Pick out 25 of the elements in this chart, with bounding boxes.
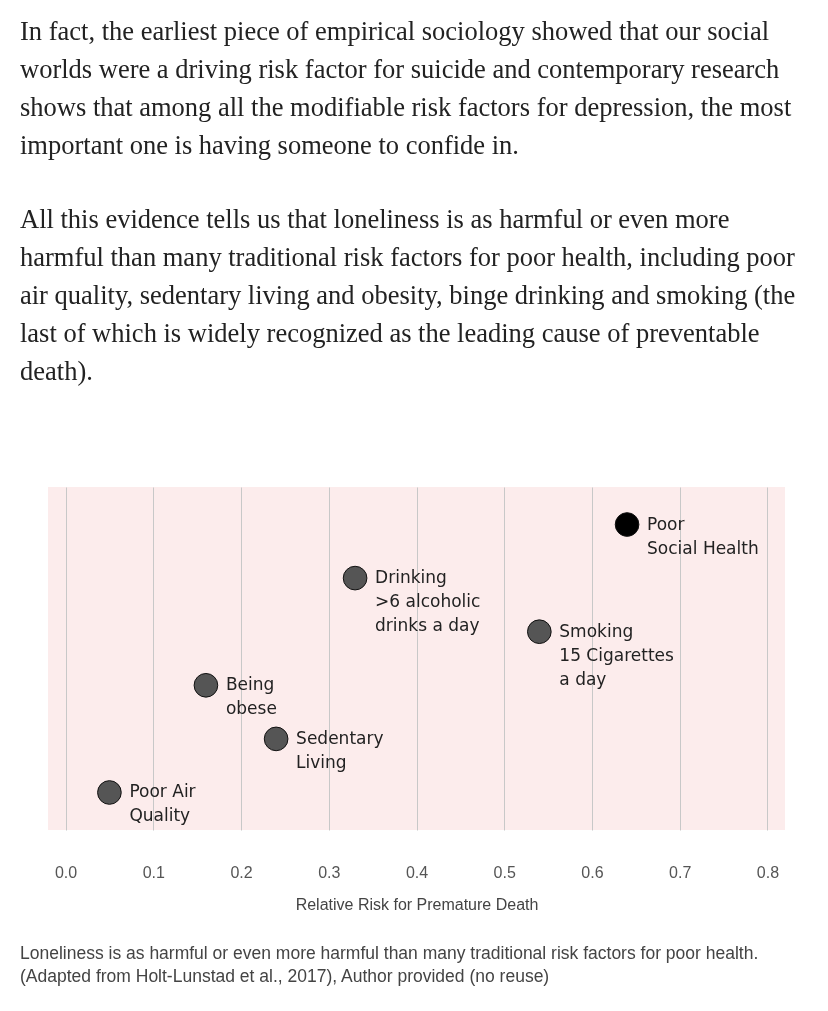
x-tick-label: 0.8 [756,863,780,881]
x-tick-label: 0.7 [669,863,692,881]
point [97,780,122,805]
y-tick-label: Sedentary Living [296,727,384,772]
x-axis-title: Relative Risk for Premature Death [295,895,539,913]
y-tick-label: Smoking 15 Cigarettes a day [559,620,675,689]
x-tick-label: 0.2 [230,863,253,881]
point [342,565,368,591]
y-tick-label: Poor Air Quality [129,781,196,826]
x-tick-label: 0.3 [318,863,341,881]
x-tick-label: 0.0 [54,863,78,881]
point [527,619,552,645]
y-tick-label: Being obese [225,674,277,719]
point [193,672,219,698]
y-tick-label: Poor Social Health [647,513,759,558]
x-tick-label: 0.4 [405,863,429,881]
point [263,726,289,752]
text: Loneliness is as harmful or even more harmful than many traditional risk factors for poor health. (Adapted from Holt-Lunstad et al., 2017), Author provided (no reuse) [20,942,760,988]
text: In fact, the earliest piece of empirical sociology showed that our social worlds were a driving risk factor for suicide and contemporary research shows that among all the modifiable risk factors for depression, the most important one is having someone to confide in. [20,15,793,162]
text: All this evidence tells us that loneliness is as harmful or even more harmful than many traditional risk factors for poor health, including poor air quality, sedentary living and obesity, binge drinking and smoking (the last of which is widely recognized as the leading cause of preventable death). [20,203,797,388]
y-tick-label: Drinking >6 alcoholic drinks a day [375,567,481,636]
x-tick-label: 0.1 [142,863,165,881]
x-tick-label: 0.5 [493,863,516,881]
point [614,512,640,537]
x-tick-label: 0.6 [581,863,604,881]
